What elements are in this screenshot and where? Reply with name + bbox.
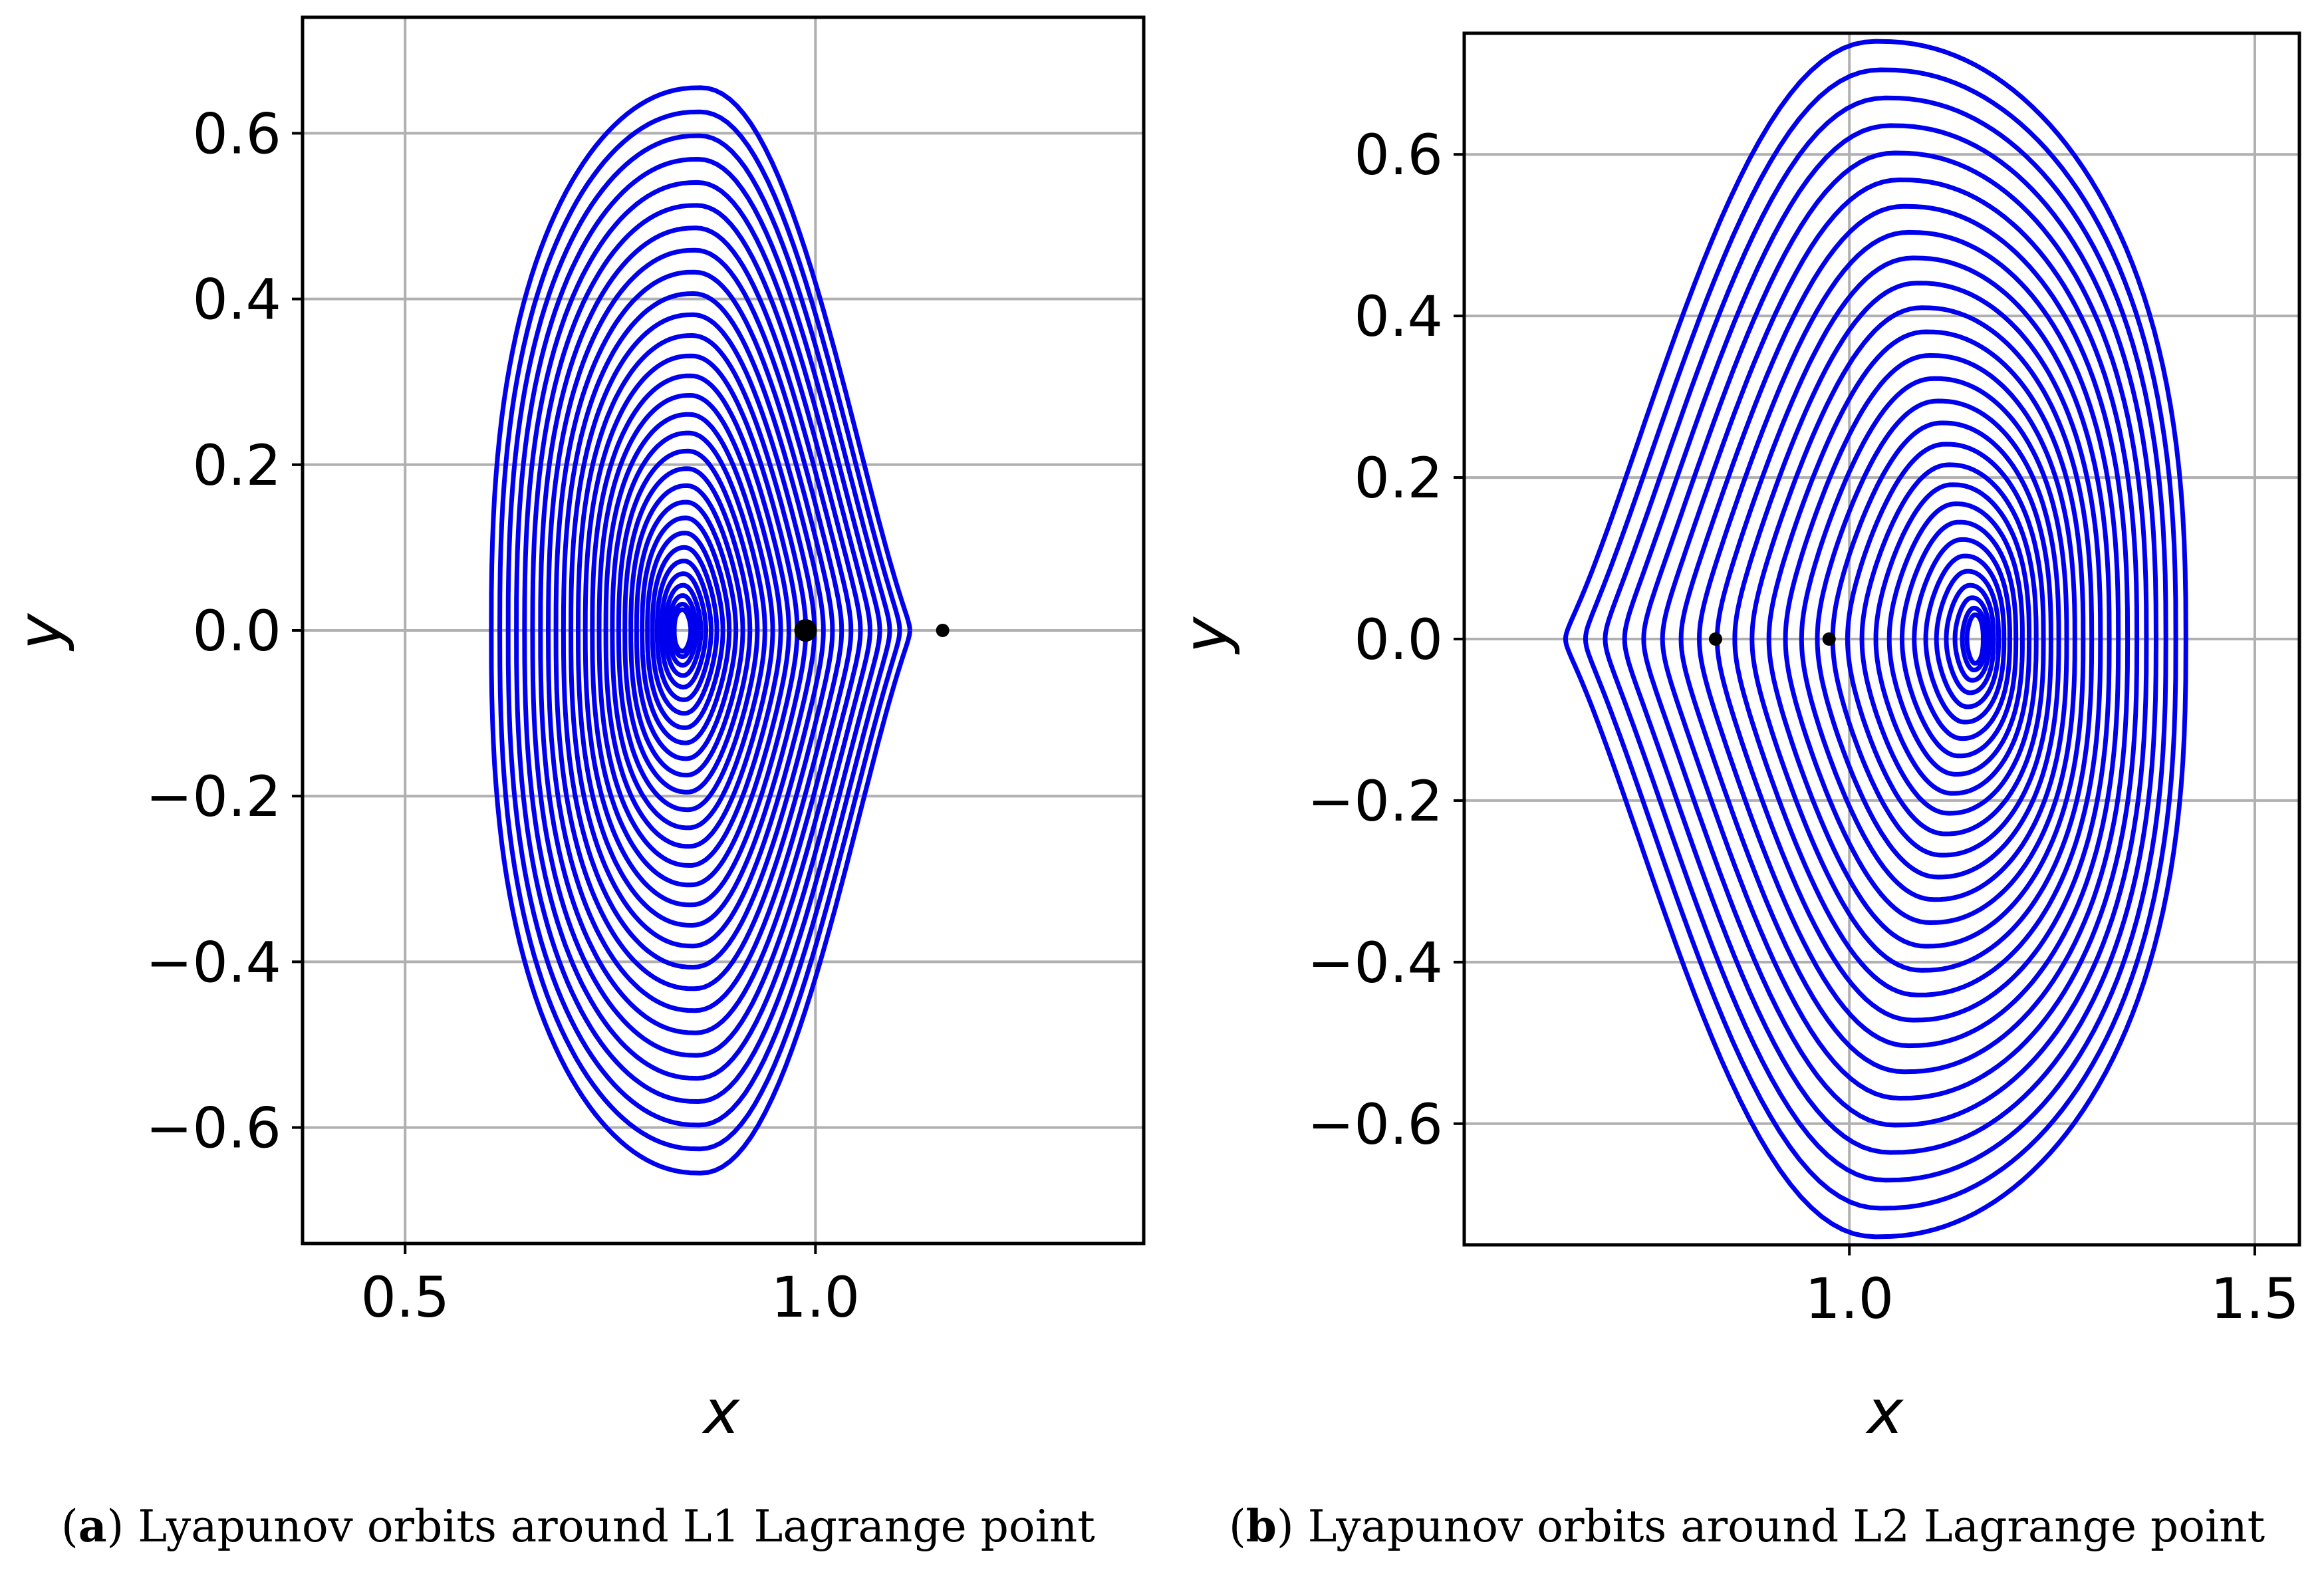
panel-a-orbit-25 <box>522 180 872 1081</box>
panel-a-orbit-11 <box>622 466 753 795</box>
panel-a-x-axis-label: x <box>702 1376 741 1448</box>
panel-a-orbit-16 <box>590 373 791 888</box>
panel-b-caption-text: Lyapunov orbits around L2 Lagrange point <box>1308 1501 2265 1552</box>
panel-a-y-tick-label-2: 0.2 <box>192 433 281 498</box>
panel-a-l2-point-marker <box>936 624 950 637</box>
panel-a-orbit-17 <box>582 353 800 908</box>
panel-b-x-ticks: 1.0 1.5 <box>1805 1245 2299 1331</box>
panel-b-y-tick-label-5: −0.4 <box>1307 930 1443 995</box>
panel-b-orbit-23 <box>1641 150 2149 1128</box>
panel-b-orbit-3 <box>1944 583 1996 696</box>
panel-a-orbit-5 <box>654 559 713 702</box>
panel-a-orbit-13 <box>610 430 767 831</box>
panel-b-y-ticks: 0.6 0.4 0.2 0.0 −0.2 −0.4 −0.6 <box>1307 122 1464 1157</box>
panel-a-caption-letter: a <box>78 1500 107 1552</box>
panel-a-orbits <box>489 85 912 1176</box>
panel-b-x-tick-label-1: 1.5 <box>2210 1266 2299 1331</box>
panel-b-y-tick-label-4: −0.2 <box>1307 769 1443 834</box>
panel-b-orbit-10 <box>1859 462 2039 816</box>
panel-a-orbit-19 <box>569 312 817 949</box>
panel-a-orbit-28 <box>497 109 902 1152</box>
panel-a-orbit-6 <box>650 545 719 716</box>
panel-b-orbit-17 <box>1749 305 2095 973</box>
panel-a-y-tick-label-0: 0.6 <box>192 101 281 166</box>
panel-a-orbit-1 <box>670 602 696 659</box>
panel-b-orbit-24 <box>1622 123 2158 1155</box>
panel-b-orbit-7 <box>1900 519 2019 759</box>
panel-a-x-ticks: 0.5 1.0 <box>360 1243 860 1330</box>
panel-a-orbit-9 <box>634 499 739 761</box>
panel-b-orbit-8 <box>1886 501 2025 777</box>
panel-b-x-tick-label-0: 1.0 <box>1805 1266 1894 1331</box>
panel-a-orbit-22 <box>546 247 844 1013</box>
panel-b-y-tick-label-1: 0.4 <box>1354 284 1443 349</box>
panel-b-caption-letter: b <box>1246 1500 1277 1552</box>
panel-a-x-tick-label-0: 0.5 <box>360 1265 450 1330</box>
panel-a-y-tick-label-6: −0.6 <box>146 1096 281 1161</box>
panel-a-orbit-18 <box>576 333 809 928</box>
panel-b-orbit-15 <box>1783 353 2077 925</box>
panel-b-x-axis-label: x <box>1865 1376 1904 1448</box>
panel-b-l1-point-marker <box>1709 632 1723 646</box>
panel-a-orbit-29 <box>489 85 912 1176</box>
panel-b-y-axis-label: y <box>1170 616 1241 655</box>
panel-a-orbit-12 <box>616 448 760 813</box>
panel-a-chart: 0.5 1.0 0.6 0.4 0.2 0.0 −0.2 −0.4 −0.6 x y (a) … <box>5 15 1146 1552</box>
panel-a-y-tick-label-3: 0.0 <box>192 598 281 664</box>
panel-a-caption-text: Lyapunov orbits around L1 Lagrange point <box>138 1501 1095 1552</box>
panel-a-y-ticks: 0.6 0.4 0.2 0.0 −0.2 −0.4 −0.6 <box>146 101 303 1161</box>
panel-b-points <box>1709 632 1836 646</box>
panel-b-chart: 1.0 1.5 0.6 0.4 0.2 0.0 −0.2 −0.4 −0.6 x y (b) … <box>1170 31 2301 1552</box>
panel-b-orbit-5 <box>1923 553 2007 725</box>
panel-a-orbit-21 <box>553 269 835 991</box>
panel-a-orbit-3 <box>663 583 704 678</box>
panel-b-orbit-2 <box>1952 595 1992 683</box>
panel-a-y-tick-label-5: −0.4 <box>146 930 281 995</box>
panel-a-orbit-26 <box>514 157 882 1104</box>
panel-a-orbit-10 <box>628 483 745 778</box>
panel-b-orbits <box>1563 39 2188 1240</box>
panel-b-orbit-27 <box>1563 39 2188 1240</box>
panel-b-caption: (b) Lyapunov orbits around L2 Lagrange p… <box>1229 1500 2265 1552</box>
panel-b-orbit-22 <box>1660 178 2140 1101</box>
panel-a-x-tick-label-1: 1.0 <box>771 1265 860 1330</box>
panel-a-orbit-15 <box>596 393 783 868</box>
panel-b-orbit-20 <box>1697 229 2121 1049</box>
panel-b-orbit-13 <box>1815 398 2061 880</box>
panel-a-points <box>794 619 950 642</box>
panel-b-y-tick-label-2: 0.2 <box>1354 446 1443 511</box>
panel-a-orbit-27 <box>505 133 892 1128</box>
panel-b-y-tick-label-3: 0.0 <box>1354 607 1443 672</box>
panel-a-secondary-body-marker <box>794 619 817 642</box>
panel-b-orbit-14 <box>1799 376 2069 902</box>
panel-a-caption: (a) Lyapunov orbits around L1 Lagrange p… <box>61 1500 1095 1552</box>
panel-a-orbit-7 <box>645 531 725 730</box>
panel-b-secondary-body-marker <box>1822 632 1836 646</box>
panel-b-y-tick-label-0: 0.6 <box>1354 122 1443 188</box>
panel-b-orbit-21 <box>1678 203 2130 1075</box>
panel-a-orbit-23 <box>538 225 854 1035</box>
panel-a-orbit-14 <box>603 412 775 849</box>
panel-b-orbit-26 <box>1583 67 2178 1211</box>
panel-a-orbit-4 <box>659 571 708 690</box>
panel-b-orbit-25 <box>1603 95 2168 1183</box>
panel-a-orbit-8 <box>640 515 732 745</box>
panel-b-orbit-9 <box>1873 482 2032 796</box>
panel-a-y-axis-label: y <box>5 612 76 652</box>
panel-b-y-tick-label-6: −0.6 <box>1307 1092 1443 1157</box>
panel-b-orbit-18 <box>1732 281 2103 997</box>
panel-b-orbit-0 <box>1964 612 1986 666</box>
panel-b-orbit-4 <box>1934 569 2001 710</box>
panel-b-orbit-16 <box>1766 329 2086 949</box>
panel-b-orbit-1 <box>1960 606 1988 672</box>
panel-b-orbit-6 <box>1912 537 2012 741</box>
panel-a-y-tick-label-4: −0.2 <box>146 764 281 829</box>
panel-a-orbit-2 <box>667 593 700 668</box>
panel-a-orbit-24 <box>530 203 863 1058</box>
panel-a-orbit-20 <box>561 291 826 970</box>
panel-a-y-tick-label-1: 0.4 <box>192 267 281 332</box>
panel-b-orbit-11 <box>1845 442 2046 837</box>
